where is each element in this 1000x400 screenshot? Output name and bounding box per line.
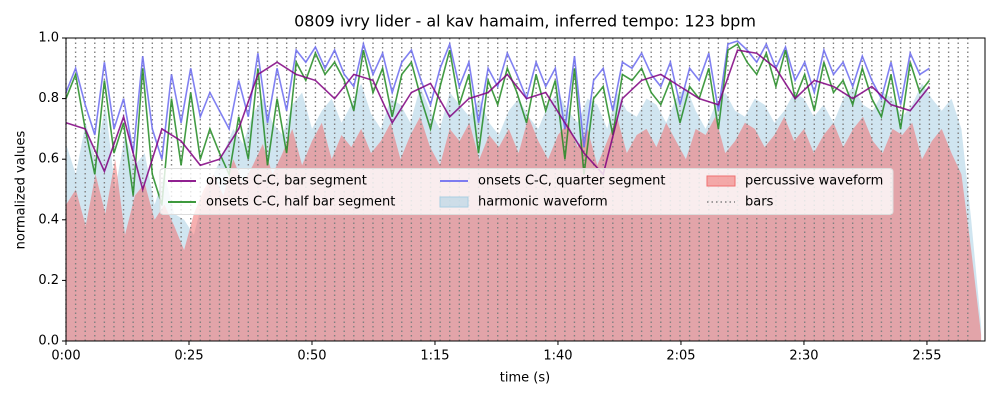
legend-handle xyxy=(706,175,736,187)
y-tick-label: 0.4 xyxy=(38,212,59,227)
y-tick-label: 1.0 xyxy=(38,31,59,46)
x-tick-label: 2:30 xyxy=(789,349,818,364)
x-tick-label: 2:55 xyxy=(912,349,941,364)
x-tick-label: 0:00 xyxy=(51,349,80,364)
legend-label: harmonic waveform xyxy=(478,195,608,210)
x-tick-label: 1:15 xyxy=(420,349,449,364)
y-axis-label: normalized values xyxy=(14,130,29,249)
x-tick-label: 0:25 xyxy=(174,349,203,364)
y-tick-label: 0.2 xyxy=(38,273,59,288)
legend-label: onsets C-C, bar segment xyxy=(206,174,367,189)
x-tick-label: 1:40 xyxy=(543,349,572,364)
legend-label: percussive waveform xyxy=(745,174,883,189)
chart-title: 0809 ivry lider - al kav hamaim, inferre… xyxy=(294,12,756,31)
y-tick-label: 0.8 xyxy=(38,91,59,106)
legend-handle xyxy=(439,196,469,208)
x-axis-label: time (s) xyxy=(500,371,550,386)
y-tick-label: 0.0 xyxy=(38,334,59,349)
legend-label: bars xyxy=(745,195,774,210)
legend-label: onsets C-C, quarter segment xyxy=(478,174,665,189)
legend-label: onsets C-C, half bar segment xyxy=(206,195,395,210)
onset-line xyxy=(65,49,931,193)
onset-line xyxy=(65,42,931,205)
x-tick-label: 0:50 xyxy=(297,349,326,364)
onset-line xyxy=(65,40,930,160)
x-tick-label: 2:05 xyxy=(666,349,695,364)
legend: onsets C-C, bar segment onsets C-C, half … xyxy=(159,168,894,215)
y-tick-label: 0.6 xyxy=(38,152,59,167)
plot-frame xyxy=(65,37,986,342)
